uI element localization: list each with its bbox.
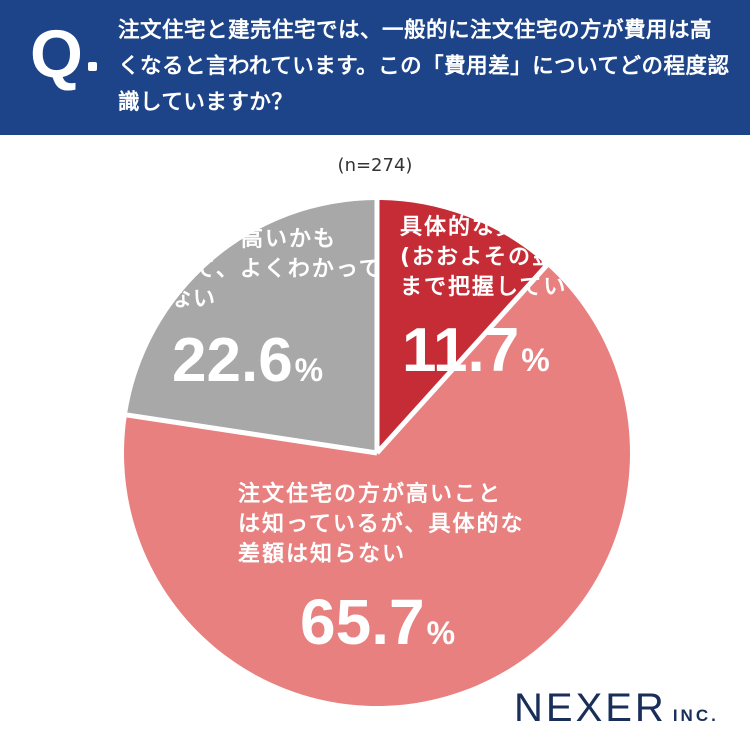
q-mark: Q (30, 16, 83, 92)
q-dot (88, 62, 97, 71)
label-partial-line-3: 差額は知らない (238, 542, 407, 567)
sample-size: (n=274) (337, 155, 413, 176)
pct-partial-value: 65.7 (300, 586, 425, 658)
pct-known-unit: % (521, 342, 550, 378)
logo-main: NEXER (514, 686, 667, 730)
slice-separator (375, 263, 549, 455)
label-unknown-line-1: どちらが高いかも (145, 227, 338, 252)
label-partial-line-1: 注文住宅の方が高いこと (238, 482, 503, 507)
label-known-line-2: (おおよその金額) (400, 245, 593, 270)
pct-known: 11.7% (402, 320, 550, 382)
label-known-line-1: 具体的な費用差 (400, 215, 569, 240)
label-partial: 注文住宅の方が高いこと は知っているが、具体的な 差額は知らない (238, 480, 524, 570)
pct-unknown-value: 22.6 (172, 326, 293, 395)
slice-unknown (126, 200, 377, 453)
question-header: Q 注文住宅と建売住宅では、一般的に注文住宅の方が費用は高くなると言われています… (0, 0, 750, 135)
label-known-line-3: まで把握している (400, 275, 592, 300)
pct-known-value: 11.7 (402, 316, 520, 385)
pct-partial-unit: % (426, 615, 456, 651)
logo-suffix: INC. (672, 706, 719, 725)
label-known: 具体的な費用差 (おおよその金額) まで把握している (400, 213, 592, 303)
pct-unknown: 22.6% (172, 330, 323, 392)
nexer-logo: NEXER INC. (514, 688, 719, 728)
pct-partial: 65.7% (300, 590, 455, 654)
label-unknown-line-3: いない (145, 287, 218, 312)
question-text: 注文住宅と建売住宅では、一般的に注文住宅の方が費用は高くなると言われています。こ… (118, 18, 730, 115)
slice-partial (123, 265, 630, 706)
slice-known (377, 200, 547, 453)
label-unknown: どちらが高いかも 含めて、よくわかって いない (145, 225, 383, 315)
slice-separator (126, 412, 378, 456)
label-unknown-line-2: 含めて、よくわかって (145, 257, 383, 282)
pct-unknown-unit: % (294, 352, 324, 388)
label-partial-line-2: は知っているが、具体的な (238, 512, 525, 537)
